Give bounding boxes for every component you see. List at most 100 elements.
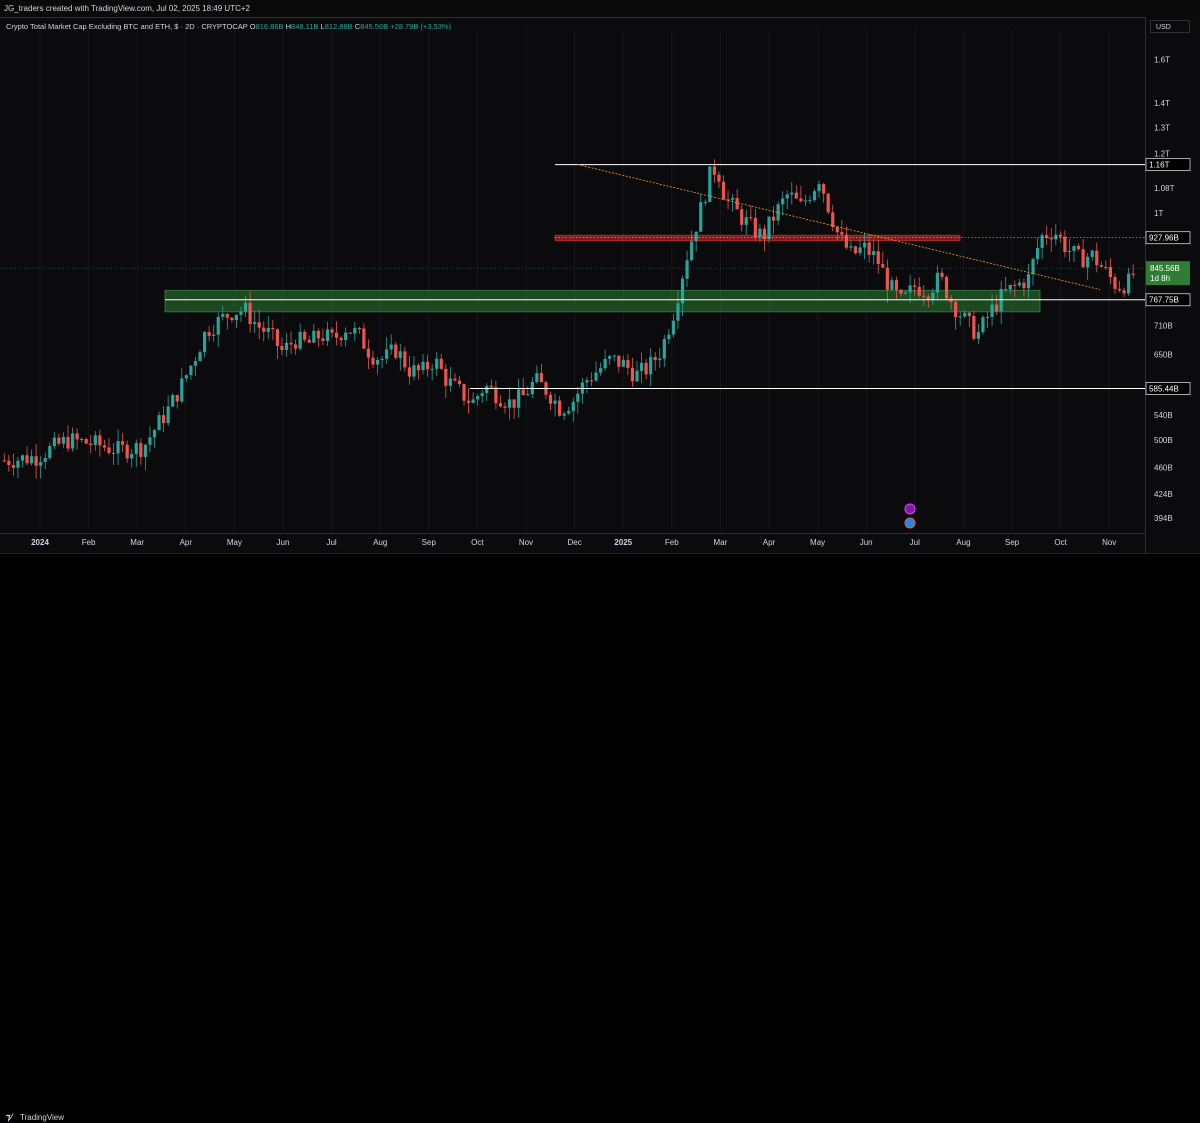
candle-body xyxy=(712,166,716,175)
candle-body xyxy=(61,436,66,444)
candle-body xyxy=(403,351,407,368)
candle-body xyxy=(1004,288,1008,290)
candle-body xyxy=(562,413,566,416)
candle-body xyxy=(653,357,657,361)
candle-body xyxy=(976,332,980,339)
candle-body xyxy=(726,199,730,201)
level-price-label: 585.44B xyxy=(1149,385,1179,394)
candle-body xyxy=(284,342,289,350)
candle-body xyxy=(34,456,38,466)
time-tick-label: Nov xyxy=(519,538,533,547)
open-label: O xyxy=(249,22,256,31)
candle-body xyxy=(457,380,462,385)
candle-body xyxy=(380,358,384,360)
candle-body xyxy=(635,370,639,382)
candle-body xyxy=(143,444,147,457)
level-price-label: 1.16T xyxy=(1149,161,1170,170)
candle-body xyxy=(166,406,170,424)
candle-body xyxy=(785,194,789,199)
candle-body xyxy=(366,348,371,358)
candle-body xyxy=(662,339,666,359)
symbol-title: Crypto Total Market Cap Excluding BTC an… xyxy=(6,22,248,31)
candle-body xyxy=(803,200,808,202)
candle-body xyxy=(521,389,525,396)
candle-body xyxy=(762,228,767,239)
candle-body xyxy=(876,251,880,265)
candle-body xyxy=(958,316,962,318)
tradingview-logo[interactable]: ⁊⁄ TradingView xyxy=(6,1112,64,1123)
price-tick-label: 710B xyxy=(1154,321,1173,330)
candle-body xyxy=(294,344,298,349)
candle-body xyxy=(462,384,466,401)
candle-body xyxy=(189,365,193,376)
candle-body xyxy=(139,443,143,457)
candle-body xyxy=(444,368,448,386)
candle-body xyxy=(207,332,211,336)
candle-body xyxy=(1104,266,1108,268)
candle-body xyxy=(111,452,116,454)
candle-body xyxy=(708,166,712,202)
currency-button[interactable]: USD xyxy=(1150,20,1190,33)
candle-body xyxy=(1035,247,1040,260)
price-tick-label: 424B xyxy=(1154,490,1173,499)
support-zone xyxy=(164,289,1041,313)
candle-body xyxy=(485,385,489,394)
candle-body xyxy=(981,317,985,333)
candle-body xyxy=(375,359,380,365)
candle-body xyxy=(239,311,243,315)
candle-body xyxy=(676,303,680,321)
candle-body xyxy=(885,267,889,290)
candle-body xyxy=(944,276,949,299)
time-axis[interactable] xyxy=(0,533,1145,554)
candle-body xyxy=(202,332,207,353)
candle-body xyxy=(535,373,539,382)
time-tick-label: Feb xyxy=(665,538,679,547)
candle-body xyxy=(1040,235,1044,248)
chart-pane[interactable] xyxy=(0,17,1145,554)
candle-body xyxy=(967,312,971,317)
candle-body xyxy=(603,358,607,369)
candle-body xyxy=(357,328,361,330)
candle-body xyxy=(2,460,6,462)
candle-body xyxy=(639,362,644,371)
candle-body xyxy=(954,301,958,318)
candle-body xyxy=(608,356,612,359)
high-label: H xyxy=(285,22,292,31)
attribution-text: JG_traders created with TradingView.com,… xyxy=(4,4,250,13)
candle-body xyxy=(922,295,926,297)
time-tick-label: Aug xyxy=(956,538,970,547)
candle-body xyxy=(371,357,375,365)
price-tick-label: 1.08T xyxy=(1154,184,1175,193)
candle-body xyxy=(576,393,580,402)
time-tick-label: Sep xyxy=(422,538,437,547)
candle-body xyxy=(612,355,616,357)
candle-body xyxy=(407,367,411,377)
candle-body xyxy=(298,331,302,349)
candle-body xyxy=(52,437,56,447)
time-tick-label: Apr xyxy=(763,538,776,547)
candle-body xyxy=(11,464,15,468)
bar-countdown: 1d 8h xyxy=(1150,274,1170,283)
candle-body xyxy=(626,359,630,368)
candle-body xyxy=(1058,234,1062,237)
last-price-label: 845.56B xyxy=(1150,264,1180,273)
change-value: +28.79B (+3.53%) xyxy=(390,22,452,31)
candle-body xyxy=(48,446,52,459)
time-tick-label: Oct xyxy=(471,538,484,547)
candle-body xyxy=(184,375,188,379)
candle-body xyxy=(1122,290,1126,294)
candle-body xyxy=(148,437,152,445)
candle-body xyxy=(667,334,671,340)
candle-body xyxy=(171,394,175,407)
candle-body xyxy=(680,278,685,304)
candle-body xyxy=(644,362,648,375)
candle-body xyxy=(243,302,248,312)
time-tick-label: Feb xyxy=(82,538,96,547)
candle-body xyxy=(116,441,120,454)
time-tick-label: Nov xyxy=(1102,538,1116,547)
candle-body xyxy=(152,430,157,438)
candle-body xyxy=(1117,288,1122,291)
candle-body xyxy=(872,251,876,255)
candle-body xyxy=(29,456,34,464)
candle-body xyxy=(466,400,471,403)
